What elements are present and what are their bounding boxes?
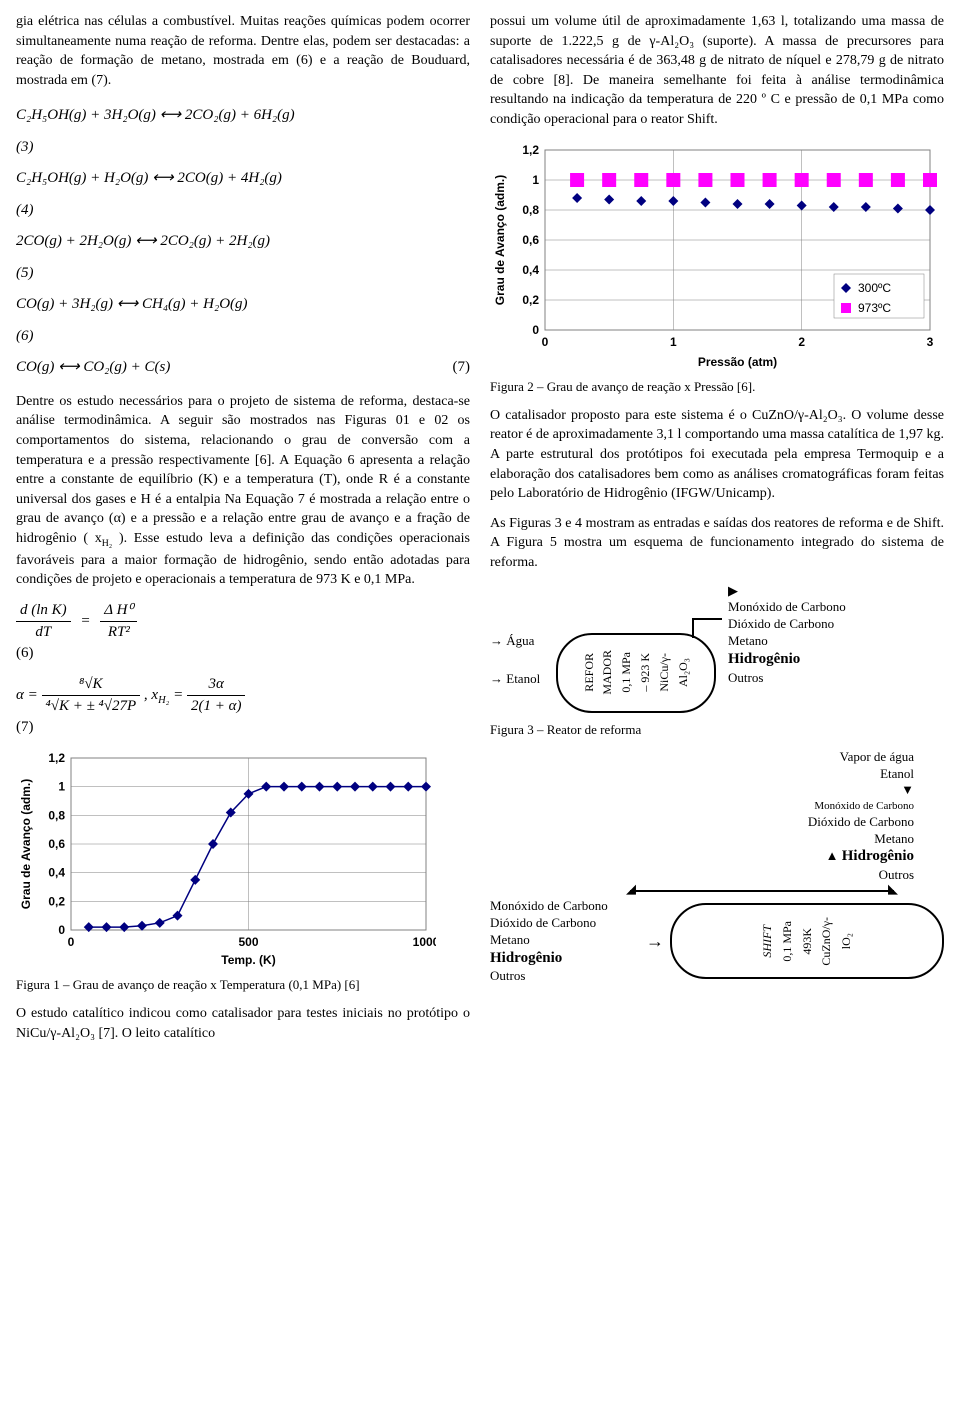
eq-6-num: (6) [16, 328, 34, 344]
eq-3: C₂H₅OH(g) + 3H₂O(g) ⟷ 2CO₂(g) + 6H₂(g) [16, 100, 295, 132]
svg-text:0,8: 0,8 [522, 203, 539, 217]
svg-text:Grau de Avanço (adm.): Grau de Avanço (adm.) [493, 174, 507, 304]
svg-text:0,2: 0,2 [522, 293, 539, 307]
figure-3-caption: Figura 3 – Reator de reforma [490, 721, 944, 739]
svg-text:0,4: 0,4 [48, 865, 65, 879]
equation-6-fraction: d (ln K) dT = Δ H⁰ RT² (6) [16, 600, 470, 664]
figure-2-caption: Figura 2 – Grau de avanço de reação x Pr… [490, 378, 944, 396]
figure-1-caption: Figura 1 – Grau de avanço de reação x Te… [16, 976, 470, 994]
chart-1: 0 0,2 0,4 0,6 0,8 1 1,2 0 500 1000 Temp. (K) Grau d… [16, 748, 470, 968]
eq-3-num: (3) [16, 139, 34, 155]
svg-text:2: 2 [798, 335, 805, 349]
left-para-1: gia elétrica nas células a combustível. … [16, 12, 470, 90]
svg-text:0,6: 0,6 [48, 837, 65, 851]
chart-2: 300ºC 973ºC 0 0,2 0,4 0,6 0,8 1 1,2 0 1 2 3 Pressão (… [490, 140, 944, 370]
right-para-1: possui um volume útil de aproximadamente… [490, 12, 944, 130]
svg-text:0: 0 [542, 335, 549, 349]
reactor-2-diagram: Vapor de água Etanol ▼ Monóxido de Carbo… [490, 749, 944, 985]
right-para-2: O catalisador proposto para este sistema… [490, 406, 944, 504]
eq-7-num: (7) [443, 352, 471, 384]
svg-text:0,2: 0,2 [48, 894, 65, 908]
svg-text:0: 0 [532, 323, 539, 337]
eq-5-num: (5) [16, 265, 34, 281]
svg-text:1: 1 [58, 779, 65, 793]
svg-text:0: 0 [68, 935, 75, 949]
svg-text:1000: 1000 [413, 935, 436, 949]
left-para-2: Dentre os estudo necessários para o proj… [16, 392, 470, 590]
svg-text:Pressão (atm): Pressão (atm) [698, 355, 777, 369]
svg-text:1: 1 [670, 335, 677, 349]
eq-7: CO(g) ⟷ CO₂(g) + C(s) [16, 352, 170, 384]
svg-text:3: 3 [927, 335, 934, 349]
right-para-3: As Figuras 3 e 4 mostram as entradas e s… [490, 514, 944, 573]
svg-text:300ºC: 300ºC [858, 281, 891, 295]
svg-text:Temp. (K): Temp. (K) [221, 953, 275, 967]
left-para-3: O estudo catalítico indicou como catalis… [16, 1004, 470, 1043]
svg-text:1,2: 1,2 [522, 143, 539, 157]
eq-4: C₂H₅OH(g) + H₂O(g) ⟷ 2CO(g) + 4H₂(g) [16, 163, 282, 195]
svg-text:1,2: 1,2 [48, 751, 65, 765]
svg-text:Grau de Avanço (adm.): Grau de Avanço (adm.) [19, 778, 33, 908]
svg-text:0: 0 [58, 923, 65, 937]
svg-text:973ºC: 973ºC [858, 301, 891, 315]
svg-text:0,4: 0,4 [522, 263, 539, 277]
svg-text:0,6: 0,6 [522, 233, 539, 247]
equation-7-fraction: α = ⁸√K ⁴√K + ± ⁴√27P , xH₂ = 3α 2(1 + α… [16, 674, 470, 738]
svg-text:500: 500 [238, 935, 258, 949]
eq-6: CO(g) + 3H₂(g) ⟷ CH₄(g) + H₂O(g) [16, 289, 248, 321]
reactor-1-diagram: → Água → Etanol REFOR MADOR 0,1 MPa – 92… [490, 583, 944, 713]
eq-5: 2CO(g) + 2H₂O(g) ⟷ 2CO₂(g) + 2H₂(g) [16, 226, 270, 258]
equation-block: C₂H₅OH(g) + 3H₂O(g) ⟷ 2CO₂(g) + 6H₂(g) (… [16, 100, 470, 384]
svg-text:1: 1 [532, 173, 539, 187]
svg-text:0,8: 0,8 [48, 808, 65, 822]
eq-4-num: (4) [16, 202, 34, 218]
